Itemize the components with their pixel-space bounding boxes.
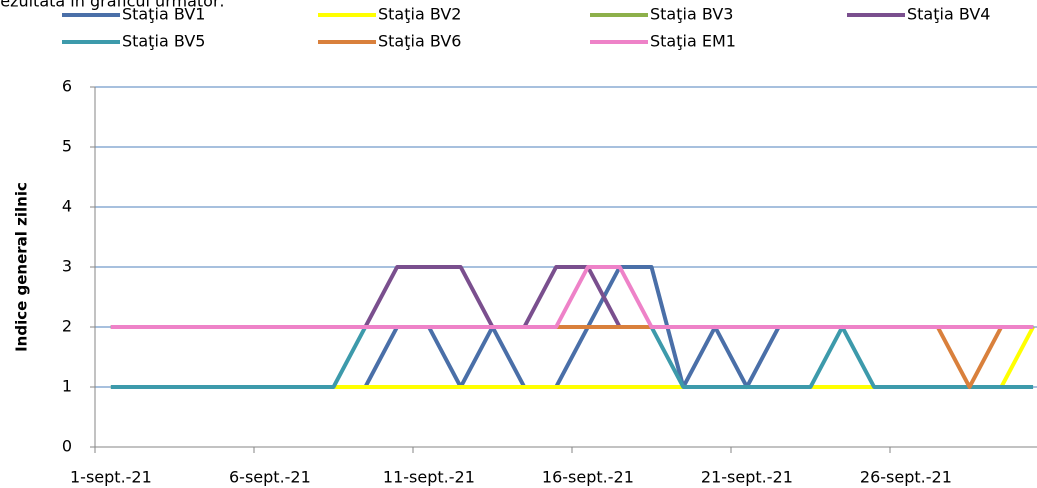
x-tick-label: 26-sept.-21 <box>860 468 952 487</box>
x-tick-label: 16-sept.-21 <box>542 468 634 487</box>
legend-label: Staţia BV1 <box>122 5 205 24</box>
y-axis-label: Indice general zilnic <box>13 182 31 352</box>
legend-label: Staţia BV3 <box>650 5 733 24</box>
legend-label: Staţia BV2 <box>378 5 461 24</box>
y-tick-label: 5 <box>62 137 72 156</box>
legend-label: Staţia EM1 <box>650 32 736 51</box>
y-tick-label: 6 <box>62 77 72 96</box>
x-tick-label: 1-sept.-21 <box>70 468 152 487</box>
y-tick-label: 0 <box>62 437 72 456</box>
legend-label: Staţia BV4 <box>907 5 990 24</box>
y-tick-label: 4 <box>62 197 72 216</box>
legend-label: Staţia BV6 <box>378 32 461 51</box>
y-tick-label: 2 <box>62 317 72 336</box>
intro-text: rezultată în graficul următor: <box>0 0 225 11</box>
x-tick-label: 11-sept.-21 <box>383 468 475 487</box>
x-tick-label: 6-sept.-21 <box>229 468 311 487</box>
y-tick-label: 1 <box>62 377 72 396</box>
y-tick-label: 3 <box>62 257 72 276</box>
legend-label: Staţia BV5 <box>122 32 205 51</box>
x-tick-label: 21-sept.-21 <box>701 468 793 487</box>
series-line <box>110 265 1034 329</box>
